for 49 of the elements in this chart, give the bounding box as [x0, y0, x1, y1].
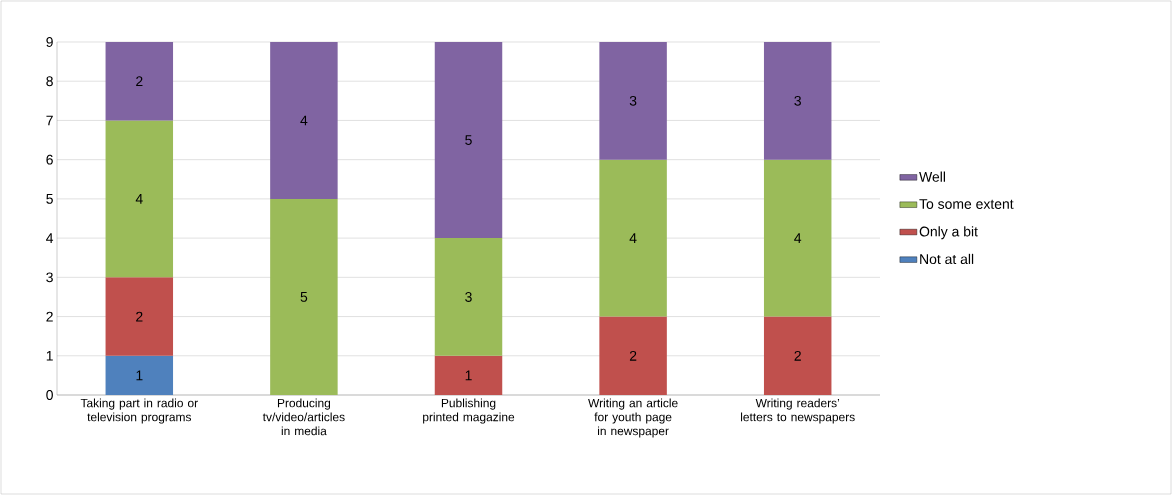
data-label: 4	[629, 233, 637, 243]
bar	[434, 238, 503, 356]
bar	[599, 42, 667, 160]
data-label: 4	[794, 233, 802, 243]
legend-label: Only a bit	[919, 226, 978, 240]
bar	[763, 316, 832, 395]
y-tick-label: 3	[46, 272, 53, 283]
y-tick-label: 5	[46, 194, 53, 204]
legend-label: To some extent	[919, 199, 1014, 209]
data-label: 3	[794, 95, 801, 106]
legend-label: Not at all	[920, 253, 974, 265]
data-label: 3	[629, 95, 637, 106]
data-label: 5	[300, 292, 308, 302]
y-tick-label: 9	[46, 37, 53, 47]
bar	[599, 159, 667, 317]
bar	[434, 42, 503, 239]
bar	[270, 198, 338, 395]
bar	[105, 42, 174, 121]
y-tick-label: 4	[46, 233, 54, 243]
data-label: 5	[465, 135, 472, 145]
x-tick-label: Writing an article for youth page in newspaper	[588, 398, 678, 438]
data-label: 2	[629, 350, 637, 361]
data-label: 1	[136, 370, 143, 381]
data-label: 4	[300, 115, 308, 126]
bar	[763, 159, 832, 317]
bar	[599, 316, 667, 395]
bar	[105, 277, 174, 356]
bar	[270, 42, 338, 199]
data-label: 2	[136, 311, 143, 322]
y-tick-label: 6	[46, 154, 53, 165]
data-label: 4	[135, 194, 143, 204]
data-label: 3	[465, 292, 472, 302]
bar	[105, 355, 174, 395]
data-label: 2	[136, 76, 143, 87]
x-tick-label: Producing tv/video/articles in media	[262, 398, 345, 436]
y-tick-label: 1	[46, 350, 53, 361]
bar	[105, 120, 174, 278]
y-tick-label: 8	[46, 76, 53, 87]
bar	[763, 42, 832, 160]
data-label: 2	[794, 350, 801, 361]
x-tick-label: Taking part in radio or television programs	[80, 398, 198, 424]
legend-label: Well	[919, 171, 945, 182]
y-tick-label: 0	[46, 390, 53, 400]
y-tick-label: 2	[46, 311, 53, 322]
y-tick-label: 7	[46, 115, 53, 126]
data-label: 1	[465, 370, 472, 381]
bar	[434, 355, 503, 395]
x-tick-label: Writing readers’ letters to newspapers	[741, 398, 855, 424]
x-tick-label: Publishing printed magazine	[423, 398, 515, 424]
